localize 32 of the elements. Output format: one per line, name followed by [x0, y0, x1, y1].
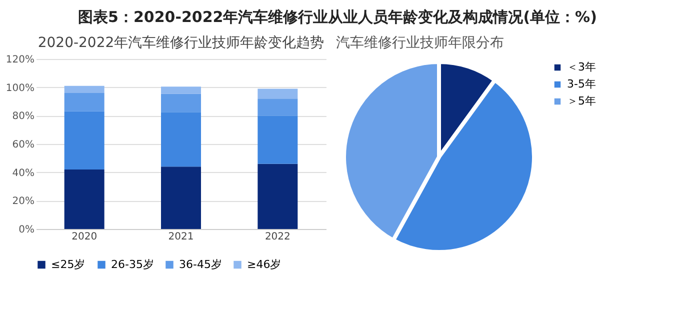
legend-label: ＞5年	[567, 94, 596, 108]
legend-label: ＜3年	[567, 60, 596, 74]
legend-label: 36-45岁	[179, 258, 222, 271]
bar	[161, 166, 201, 229]
x-tick-label: 2020	[72, 232, 98, 242]
bar	[258, 88, 298, 99]
legend-label: ≤25岁	[51, 258, 86, 271]
x-tick-label: 2022	[264, 232, 290, 242]
legend-label: 26-35岁	[111, 258, 154, 271]
bar	[161, 94, 201, 112]
y-tick-label: 60%	[12, 140, 34, 150]
chart-title: 图表5：2020-2022年汽车维修行业从业人员年龄变化及构成情况(单位：%)	[77, 7, 598, 28]
y-tick-label: 40%	[12, 168, 34, 179]
legend-label: ≥46岁	[247, 258, 282, 271]
bar	[64, 170, 104, 229]
y-tick-label: 80%	[12, 111, 34, 122]
bar	[258, 164, 298, 229]
bar	[64, 93, 104, 112]
bar	[258, 116, 298, 164]
bar	[64, 111, 104, 170]
bar	[161, 86, 201, 94]
x-tick-label: 2021	[168, 232, 194, 242]
bar	[161, 112, 201, 167]
legend-label: 3-5年	[567, 78, 596, 90]
y-tick-label: 120%	[6, 54, 34, 66]
chart-subtitle: 2020-2022年汽车维修行业技师年龄变化趋势	[38, 35, 324, 51]
y-tick-label: 0%	[18, 224, 34, 236]
y-tick-label: 20%	[12, 196, 34, 208]
bar	[258, 98, 298, 116]
y-tick-label: 100%	[6, 82, 34, 94]
bar	[64, 86, 104, 93]
chart-title: 汽车维修行业技师年限分布	[336, 35, 504, 51]
